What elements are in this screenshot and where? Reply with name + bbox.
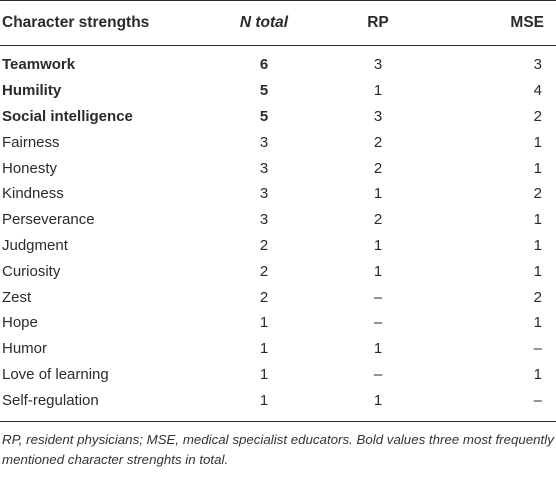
cell-character-strength: Honesty (2, 159, 58, 177)
table-footnote: RP, resident physicians; MSE, medical sp… (2, 432, 554, 467)
table-row: Zest 2 – 2 (0, 284, 556, 310)
cell-mse: 2 (533, 288, 542, 306)
cell-n-total: 1 (259, 340, 269, 358)
cell-n-total: 1 (259, 314, 269, 332)
table-row: Perseverance 3 2 1 (0, 207, 556, 233)
cell-mse: 1 (533, 262, 542, 280)
cell-rp: 2 (373, 211, 383, 229)
table-row: Hope 1 – 1 (0, 310, 556, 336)
cell-character-strength: Hope (2, 314, 38, 332)
cell-character-strength: Social intelligence (2, 107, 133, 125)
table-header: Character strengths N total RP MSE (0, 0, 556, 46)
header-mse: MSE (433, 0, 556, 46)
cell-n-total: 3 (259, 211, 269, 229)
cell-character-strength: Perseverance (2, 211, 95, 229)
cell-n-total: 1 (259, 365, 269, 383)
cell-mse: – (533, 340, 542, 358)
cell-mse: – (433, 387, 556, 423)
cell-mse: 1 (533, 133, 542, 151)
cell-mse: 1 (533, 314, 542, 332)
cell-character-strength: Love of learning (2, 365, 109, 383)
cell-mse: 1 (533, 211, 542, 229)
cell-character-strength: Humor (2, 340, 48, 358)
cell-rp: 1 (323, 387, 433, 423)
table-row: Self-regulation 1 1– (0, 387, 556, 423)
cell-rp: 1 (373, 236, 383, 254)
cell-rp: 1 (373, 82, 383, 100)
header-rp: RP (323, 0, 433, 46)
cell-n-total: 1 (205, 387, 323, 423)
cell-n-total: 5 (259, 107, 269, 125)
cell-n-total: 3 (259, 133, 269, 151)
cell-mse: 3 (533, 56, 542, 74)
cell-rp: – (373, 365, 383, 383)
table-row: Love of learning 1 – 1 (0, 362, 556, 388)
cell-rp: 2 (373, 159, 383, 177)
table-row: Fairness 3 2 1 (0, 129, 556, 155)
table-row: Social intelligence 5 3 2 (0, 104, 556, 130)
cell-mse: 4 (533, 82, 542, 100)
cell-character-strength: Fairness (2, 133, 60, 151)
header-character-strengths: Character strengths (0, 0, 205, 46)
cell-mse: 2 (533, 107, 542, 125)
cell-n-total: 2 (259, 262, 269, 280)
cell-n-total: 6 (259, 56, 269, 74)
table-row: Humility 5 1 4 (0, 78, 556, 104)
cell-mse: 1 (533, 365, 542, 383)
cell-mse: 1 (533, 236, 542, 254)
cell-n-total: 3 (259, 159, 269, 177)
cell-mse: 1 (533, 159, 542, 177)
cell-rp: 3 (373, 107, 383, 125)
cell-n-total: 3 (259, 185, 269, 203)
table-row: Honesty 3 2 1 (0, 155, 556, 181)
cell-character-strength: Zest (2, 288, 32, 306)
cell-rp: 1 (373, 262, 383, 280)
cell-character-strength: Kindness (2, 185, 64, 203)
cell-character-strength: Judgment (2, 236, 68, 254)
cell-mse: 2 (533, 185, 542, 203)
cell-character-strength: Teamwork (2, 56, 76, 74)
cell-n-total: 2 (259, 236, 269, 254)
header-n-total: N total (205, 0, 323, 46)
table-row: Teamwork 6 3 3 (0, 46, 556, 78)
table-row: Kindness 3 1 2 (0, 181, 556, 207)
cell-n-total: 2 (259, 288, 269, 306)
header-row: Character strengths N total RP MSE (0, 0, 556, 46)
cell-rp: 1 (373, 185, 383, 203)
cell-rp: 2 (373, 133, 383, 151)
cell-rp: 1 (373, 340, 383, 358)
character-strengths-table: Character strengths N total RP MSE Teamw… (0, 0, 556, 423)
cell-character-strength: Curiosity (2, 262, 61, 280)
cell-rp: – (373, 288, 383, 306)
table-row: Humor 1 1 – (0, 336, 556, 362)
table-row: Curiosity 2 1 1 (0, 258, 556, 284)
cell-rp: – (373, 314, 383, 332)
table-row: Judgment 2 1 1 (0, 233, 556, 259)
cell-rp: 3 (373, 56, 383, 74)
cell-character-strength: Humility (2, 82, 62, 100)
table-body: Teamwork 6 3 3 Humility 5 1 4 Social intelligenc… (0, 46, 556, 423)
cell-n-total: 5 (259, 82, 269, 100)
cell-character-strength: Self-regulation (0, 387, 205, 423)
